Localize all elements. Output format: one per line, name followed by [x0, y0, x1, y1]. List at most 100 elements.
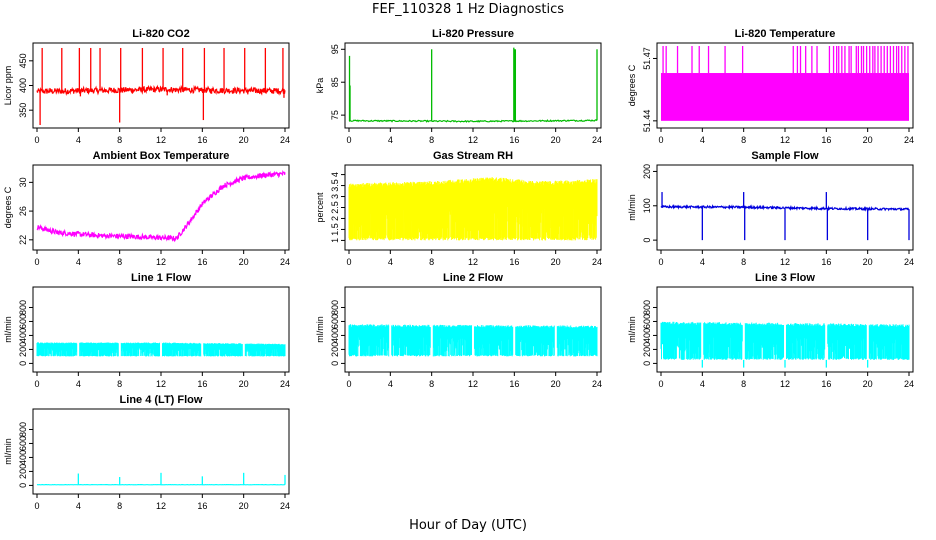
chart-panel-5: Gas Stream RH percent 0 4 8 12 16 20 24 1 1.5 2 2.5 3… [315, 150, 602, 267]
data-series [36, 169, 286, 243]
x-tick-label: 4 [388, 135, 393, 145]
x-tick-label: 24 [904, 379, 914, 389]
chart-panel-1: Li-820 CO2 Licor ppm 0 4 8 12 16 20 24 350 400 450 [3, 28, 290, 145]
y-tick-label: 200 [642, 164, 652, 179]
y-tick-label: 200 [330, 342, 340, 357]
x-tick-label: 24 [592, 135, 602, 145]
chart-panel-6: Sample Flow ml/min 0 4 8 12 16 20 24 0 100 200 [627, 150, 914, 267]
panel-title: Gas Stream RH [433, 150, 513, 162]
chart-panel-9: Line 3 Flow ml/min 0 4 8 12 16 20 24 0 20040060080… [627, 272, 914, 389]
chart-panel-3: Li-820 Temperature degrees C 0 4 8 12 16 20 24 51… [627, 28, 914, 145]
panel-title: Li-820 Temperature [735, 28, 836, 40]
plot-frame [32, 42, 290, 129]
panel-title: Line 3 Flow [755, 272, 815, 284]
y-tick-label: 400 [330, 328, 340, 343]
x-tick-label: 8 [117, 135, 122, 145]
x-tick-label: 8 [741, 257, 746, 267]
y-tick-label: 200 [642, 342, 652, 357]
x-tick-label: 8 [741, 379, 746, 389]
x-tick-label: 16 [197, 257, 207, 267]
x-tick-label: 16 [821, 257, 831, 267]
plot-frame [344, 42, 602, 129]
y-tick-label: 4 [330, 172, 340, 177]
x-tick-label: 24 [592, 379, 602, 389]
x-tick-label: 0 [346, 257, 351, 267]
y-tick-label: 800 [330, 300, 340, 315]
x-tick-label: 24 [592, 257, 602, 267]
y-tick-label: 0 [642, 361, 652, 366]
y-tick-label: 350 [18, 103, 28, 118]
x-tick-label: 12 [780, 379, 790, 389]
x-tick-label: 8 [117, 257, 122, 267]
x-tick-label: 0 [346, 379, 351, 389]
x-tick-label: 0 [34, 379, 39, 389]
x-tick-label: 0 [34, 135, 39, 145]
figure-title: FEF_110328 1 Hz Diagnostics [372, 2, 564, 17]
series-band [661, 73, 909, 121]
x-tick-label: 8 [117, 501, 122, 511]
x-tick-label: 16 [821, 135, 831, 145]
y-tick-label: 0 [18, 361, 28, 366]
data-series [36, 47, 286, 125]
x-tick-label: 8 [429, 379, 434, 389]
x-tick-label: 0 [34, 257, 39, 267]
y-tick-label: 30 [18, 177, 28, 187]
y-tick-label: 800 [18, 300, 28, 315]
panel-title: Line 4 (LT) Flow [120, 394, 203, 406]
x-tick-label: 4 [700, 135, 705, 145]
x-tick-label: 20 [239, 257, 249, 267]
plot-frame [32, 286, 290, 373]
y-tick-label: 600 [18, 436, 28, 451]
x-tick-label: 0 [658, 257, 663, 267]
y-tick-label: 0 [18, 483, 28, 488]
y-tick-label: 600 [18, 314, 28, 329]
panel-title: Line 1 Flow [131, 272, 191, 284]
x-tick-label: 16 [197, 379, 207, 389]
x-tick-label: 12 [780, 135, 790, 145]
x-tick-label: 20 [239, 379, 249, 389]
y-tick-label: 26 [18, 206, 28, 216]
y-tick-label: 400 [18, 450, 28, 465]
x-tick-label: 16 [509, 257, 519, 267]
y-tick-label: 200 [18, 464, 28, 479]
y-axis-label: degrees C [3, 186, 13, 228]
y-tick-label: 200 [18, 342, 28, 357]
data-series [348, 177, 598, 241]
x-tick-label: 0 [658, 379, 663, 389]
y-axis-label: ml/min [3, 316, 13, 343]
data-series [36, 342, 286, 357]
y-tick-label: 95 [330, 44, 340, 54]
x-tick-label: 12 [156, 257, 166, 267]
y-axis-label: percent [315, 192, 325, 223]
x-tick-label: 4 [700, 379, 705, 389]
data-series [348, 324, 598, 357]
series-line [348, 119, 598, 123]
x-tick-label: 8 [117, 379, 122, 389]
x-tick-label: 12 [156, 379, 166, 389]
x-tick-label: 12 [156, 501, 166, 511]
y-tick-label: 3 [330, 194, 340, 199]
panel-title: Sample Flow [751, 150, 819, 162]
x-tick-label: 12 [468, 257, 478, 267]
y-tick-label: 400 [642, 328, 652, 343]
y-tick-label: 1 [330, 238, 340, 243]
x-tick-label: 8 [429, 257, 434, 267]
y-axis-label: ml/min [3, 438, 13, 465]
x-tick-label: 0 [34, 501, 39, 511]
series-line [36, 169, 286, 243]
y-tick-label: 51.44 [642, 110, 652, 133]
x-tick-label: 20 [239, 501, 249, 511]
x-tick-label: 24 [904, 257, 914, 267]
series-line [36, 84, 286, 97]
x-tick-label: 0 [346, 135, 351, 145]
x-tick-label: 20 [239, 135, 249, 145]
x-tick-label: 4 [700, 257, 705, 267]
panel-title: Li-820 CO2 [132, 28, 189, 40]
x-tick-label: 16 [509, 135, 519, 145]
y-tick-label: 0 [642, 238, 652, 243]
y-axis-label: kPa [315, 78, 325, 94]
chart-panel-10: Line 4 (LT) Flow ml/min 0 4 8 12 16 20 24 0 200400… [3, 394, 290, 511]
x-tick-label: 12 [156, 135, 166, 145]
x-tick-label: 8 [429, 135, 434, 145]
x-tick-label: 20 [551, 135, 561, 145]
